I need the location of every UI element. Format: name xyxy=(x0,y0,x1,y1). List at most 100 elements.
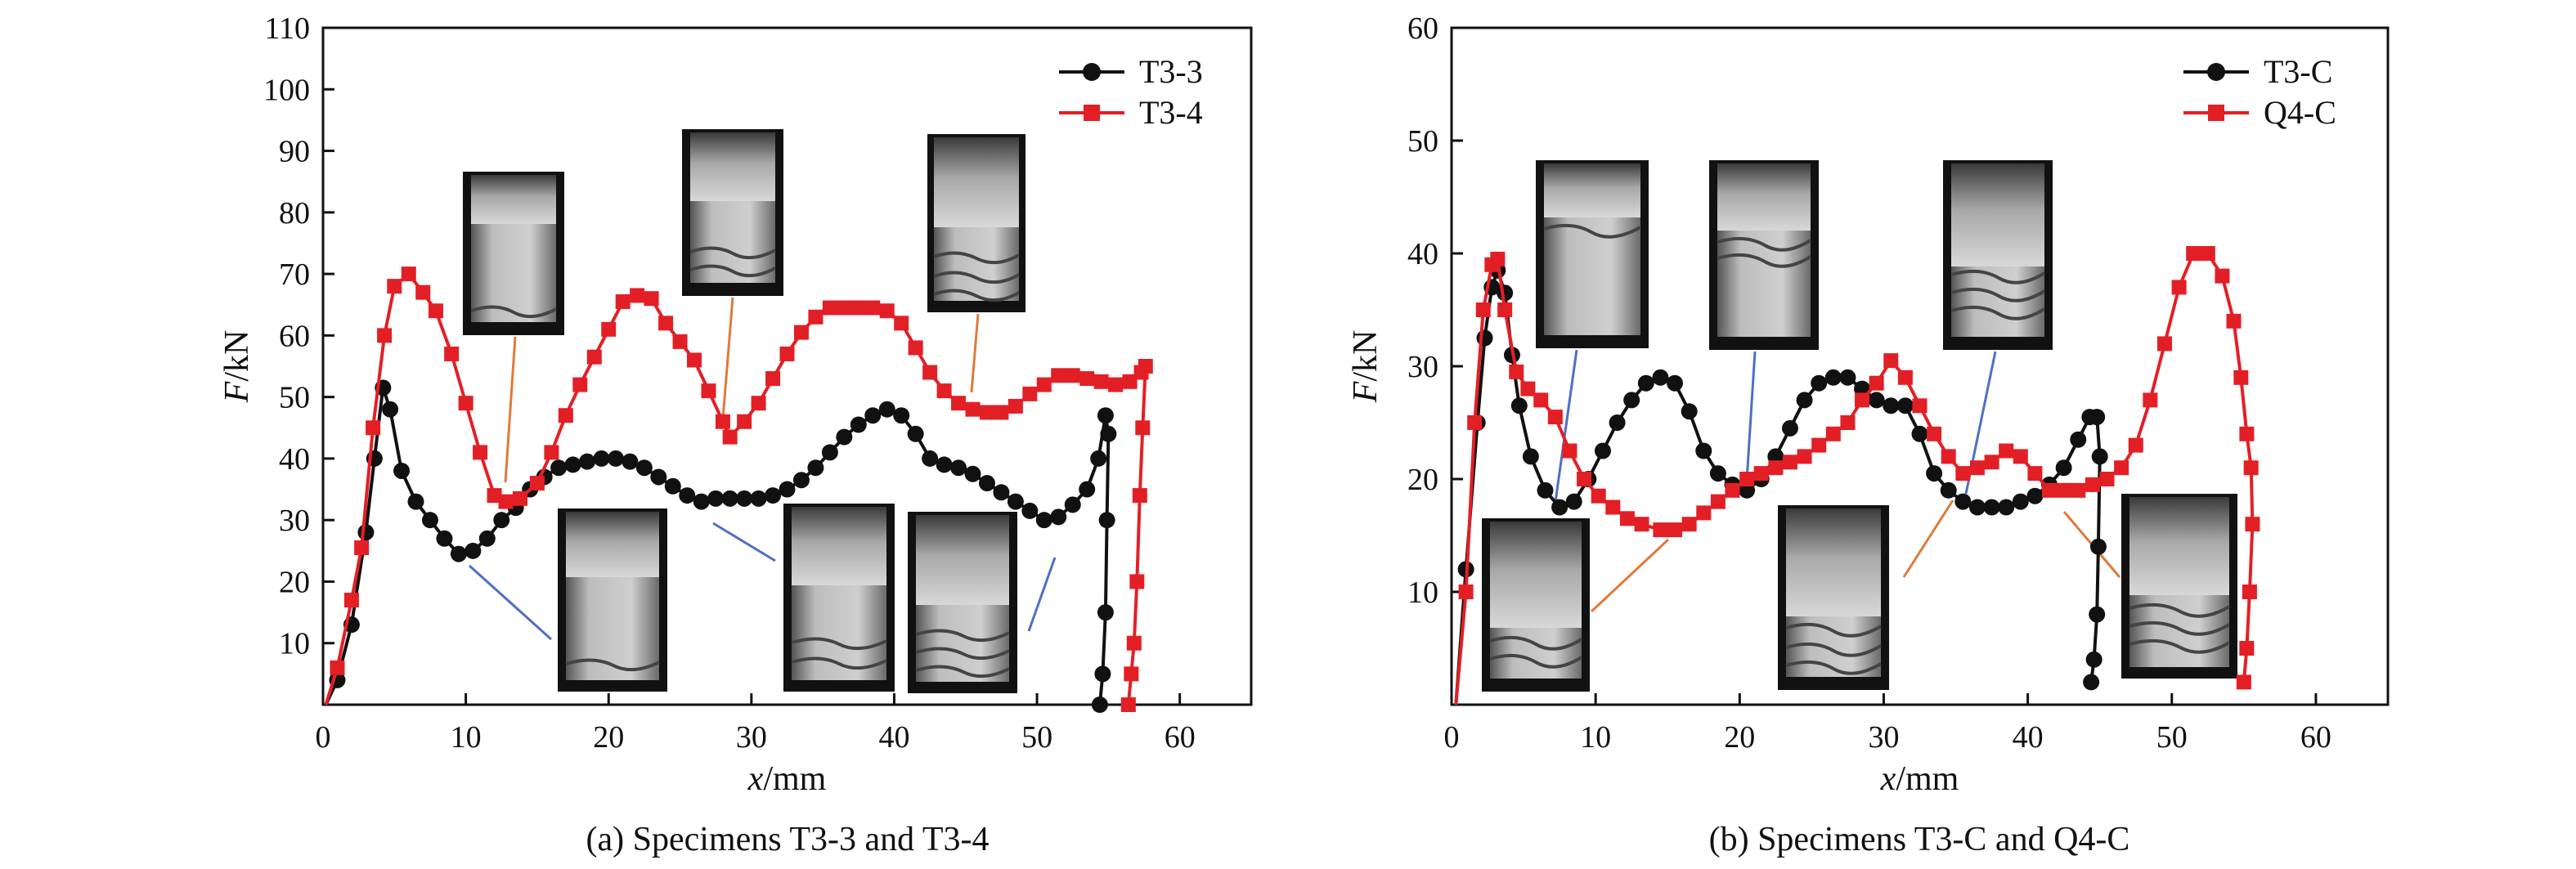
data-point xyxy=(366,420,381,436)
data-point xyxy=(1120,697,1136,712)
y-tick-label: 30 xyxy=(279,504,310,538)
data-point xyxy=(1510,397,1528,414)
y-tick-label: 10 xyxy=(279,627,310,661)
data-point xyxy=(1533,392,1549,408)
data-point xyxy=(1591,488,1606,504)
y-tick-label: 20 xyxy=(279,565,310,599)
data-point xyxy=(1007,493,1024,510)
data-point xyxy=(644,291,659,307)
data-point xyxy=(965,401,981,417)
data-point xyxy=(1098,512,1115,529)
photo-inset xyxy=(463,172,564,335)
data-point xyxy=(1710,494,1726,509)
data-point xyxy=(2089,409,2106,426)
data-point xyxy=(822,300,837,316)
photo-inset xyxy=(908,512,1017,693)
data-point xyxy=(1824,369,1842,386)
data-point xyxy=(1634,517,1649,532)
data-point xyxy=(382,401,399,418)
data-point xyxy=(836,428,853,446)
data-point xyxy=(1954,493,1972,510)
data-point xyxy=(2055,459,2072,477)
data-point xyxy=(1652,369,1669,386)
data-point xyxy=(2239,426,2255,441)
series-T3-4 xyxy=(324,267,1153,712)
data-point xyxy=(544,445,559,460)
data-point xyxy=(473,445,488,460)
data-point xyxy=(393,462,411,479)
panel-b-chart: 0 10 20 30 40 50 60 10 20 30 40 50 60 xyxy=(1347,11,2390,858)
annotation-arrow xyxy=(1902,499,1954,578)
data-point xyxy=(630,288,645,303)
plot-frame xyxy=(321,26,1253,706)
data-point xyxy=(2171,280,2187,295)
data-point xyxy=(672,334,688,349)
annotation-arrow xyxy=(468,564,553,641)
data-point xyxy=(1983,499,2000,516)
data-point xyxy=(493,512,510,529)
data-point xyxy=(2042,482,2058,498)
data-point xyxy=(2239,641,2255,656)
data-point xyxy=(436,530,453,547)
photo-inset xyxy=(927,134,1025,312)
series-Q4-C xyxy=(1454,246,2260,706)
plot-area: 0 10 20 30 40 50 60 10 20 30 40 50 60 70 80 90 100 110 xyxy=(263,11,1253,755)
data-point xyxy=(635,459,653,477)
data-point xyxy=(1562,443,1577,459)
data-point xyxy=(1467,415,1483,430)
data-point xyxy=(821,444,838,461)
data-point xyxy=(2233,370,2249,385)
data-point xyxy=(1695,442,1712,459)
legend-entry: T3-C xyxy=(2183,53,2332,90)
data-point xyxy=(908,340,923,356)
y-tick-label: 40 xyxy=(1407,237,1438,271)
data-point xyxy=(1126,635,1142,651)
legend-marker xyxy=(1083,63,1101,81)
data-point xyxy=(721,490,738,507)
data-point xyxy=(550,459,568,477)
data-point xyxy=(765,487,782,504)
data-point xyxy=(401,267,416,282)
data-point xyxy=(979,405,994,420)
data-point xyxy=(444,346,460,361)
data-point xyxy=(2026,487,2044,504)
data-point xyxy=(2186,246,2201,261)
panel-caption: (b) Specimens T3-C and Q4-C xyxy=(1709,821,2130,858)
data-point xyxy=(1681,403,1698,420)
y-axis-label: F/kN xyxy=(218,330,256,404)
data-point xyxy=(572,377,588,392)
data-point xyxy=(837,300,852,316)
data-point xyxy=(2085,477,2100,492)
data-point xyxy=(701,383,716,399)
data-point xyxy=(2070,431,2087,448)
data-point xyxy=(2027,466,2043,482)
panel-a-photo-insets xyxy=(463,129,1025,693)
data-point xyxy=(564,456,581,473)
panel-a-chart: 0 10 20 30 40 50 60 10 20 30 40 50 60 70 80 90 100 110 xyxy=(218,11,1253,858)
data-point xyxy=(1796,392,1813,409)
data-point xyxy=(2013,449,2028,464)
y-tick-label: 100 xyxy=(263,73,310,107)
data-point xyxy=(1839,369,1856,386)
data-point xyxy=(993,484,1010,501)
photo-inset xyxy=(2121,494,2237,679)
data-point xyxy=(707,490,725,507)
y-axis-label: F/kN xyxy=(1347,330,1384,404)
data-point xyxy=(693,493,710,510)
annotation-arrow xyxy=(1554,349,1578,503)
legend-label: Q4-C xyxy=(2264,94,2336,131)
data-point xyxy=(1050,508,1067,526)
data-point xyxy=(607,450,624,467)
x-axis-label: x/mm xyxy=(1880,760,1959,798)
data-point xyxy=(512,490,527,506)
data-point xyxy=(922,365,938,380)
legend-entry: T3-4 xyxy=(1059,94,1203,131)
y-tick-label: 70 xyxy=(279,258,310,292)
data-point xyxy=(2245,517,2260,532)
data-point xyxy=(2236,674,2251,690)
data-point xyxy=(936,383,952,399)
x-tick-label: 20 xyxy=(1724,720,1755,755)
x-tick-label: 0 xyxy=(1444,720,1460,755)
data-point xyxy=(2215,268,2230,284)
data-point xyxy=(558,408,573,423)
